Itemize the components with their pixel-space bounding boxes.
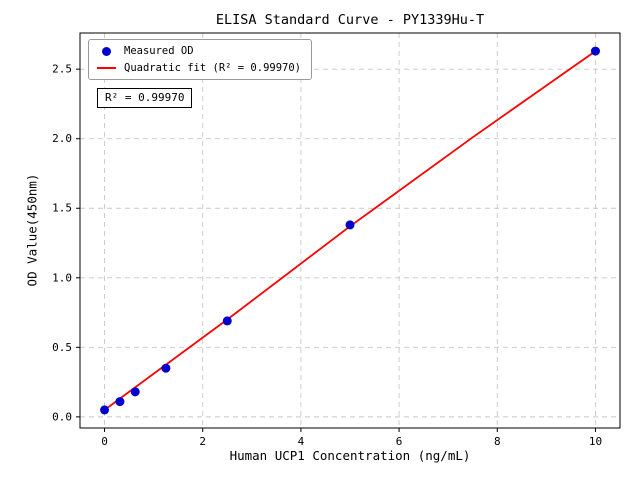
- x-tick-label: 8: [494, 435, 501, 448]
- y-tick-label: 1.0: [52, 271, 72, 284]
- legend-line-marker-icon: [97, 67, 116, 69]
- data-point: [590, 46, 600, 56]
- x-tick-label: 0: [101, 435, 108, 448]
- chart-title: ELISA Standard Curve - PY1339Hu-T: [215, 12, 485, 28]
- data-point: [345, 220, 355, 230]
- legend: Measured OD Quadratic fit (R² = 0.99970): [88, 39, 313, 80]
- data-point: [115, 397, 125, 407]
- legend-label-quadratic-fit: Quadratic fit (R² = 0.99970): [124, 62, 302, 74]
- x-tick-label: 4: [298, 435, 305, 448]
- legend-dot-marker-icon: [102, 46, 111, 56]
- x-tick-label: 6: [396, 435, 403, 448]
- y-tick-label: 2.5: [52, 63, 72, 76]
- y-tick-label: 0.5: [52, 341, 72, 354]
- x-tick-label: 2: [199, 435, 206, 448]
- r-squared-annotation: R² = 0.99970: [97, 88, 193, 108]
- x-tick-label: 10: [589, 435, 602, 448]
- y-tick-label: 2.0: [52, 132, 72, 145]
- data-point: [130, 387, 140, 397]
- data-point: [222, 316, 232, 326]
- legend-label-measured-od: Measured OD: [124, 45, 194, 57]
- x-axis-label: Human UCP1 Concentration (ng/mL): [229, 448, 471, 463]
- legend-item-measured-od: Measured OD: [97, 45, 301, 57]
- data-point: [161, 363, 171, 373]
- data-point: [100, 405, 110, 415]
- y-tick-label: 1.5: [52, 202, 72, 215]
- y-axis-label: OD Value(450nm): [24, 173, 40, 287]
- plot-frame: [79, 32, 621, 429]
- y-tick-label: 0.0: [52, 410, 72, 423]
- legend-item-quadratic-fit: Quadratic fit (R² = 0.99970): [97, 62, 301, 74]
